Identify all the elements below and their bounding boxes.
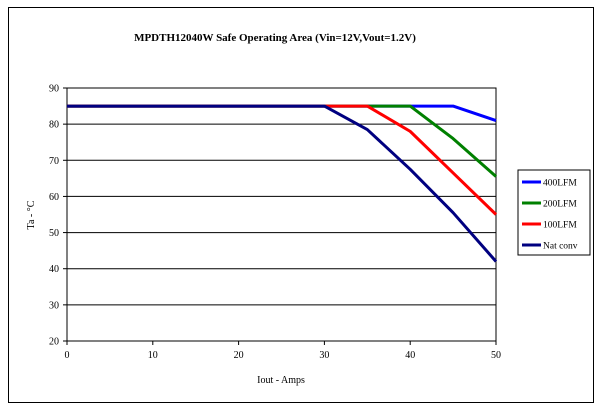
x-axis-ticks: 0 10 20 30 40 50 [65, 341, 501, 361]
legend-box [517, 169, 591, 256]
y-tick-label: 80 [49, 120, 59, 131]
chart-title: MPDTH12040W Safe Operating Area (Vin=12V… [134, 32, 416, 44]
x-tick-label: 50 [491, 350, 501, 361]
y-tick-label: 70 [49, 156, 59, 167]
gridlines [67, 123, 496, 306]
y-axis-label: Ta - °C [26, 200, 37, 229]
x-tick-label: 0 [65, 350, 70, 361]
legend-label-200lfm: 200LFM [543, 200, 577, 210]
legend-label-400lfm: 400LFM [543, 179, 577, 189]
legend-items: 400LFM 200LFM 100LFM Nat conv [522, 179, 578, 252]
y-axis-ticks: 20 30 40 50 60 70 80 90 [49, 84, 67, 348]
plot-area [66, 87, 498, 342]
y-tick-label: 60 [49, 192, 59, 203]
legend-label-nat-conv: Nat conv [543, 242, 578, 252]
y-tick-label: 40 [49, 264, 59, 275]
legend: 400LFM 200LFM 100LFM Nat conv [517, 169, 591, 256]
plot-frame [66, 87, 497, 342]
y-tick-label: 30 [49, 300, 59, 311]
y-tick-label: 90 [49, 84, 59, 95]
y-tick-label: 50 [49, 228, 59, 239]
x-tick-label: 40 [405, 350, 415, 361]
x-axis-label: Iout - Amps [257, 375, 305, 386]
legend-label-100lfm: 100LFM [543, 221, 577, 231]
y-tick-label: 20 [49, 337, 59, 348]
x-tick-label: 30 [319, 350, 329, 361]
x-tick-label: 20 [234, 350, 244, 361]
series-line-nat-conv [67, 104, 498, 263]
series-lines [67, 104, 498, 263]
x-tick-label: 10 [148, 350, 158, 361]
